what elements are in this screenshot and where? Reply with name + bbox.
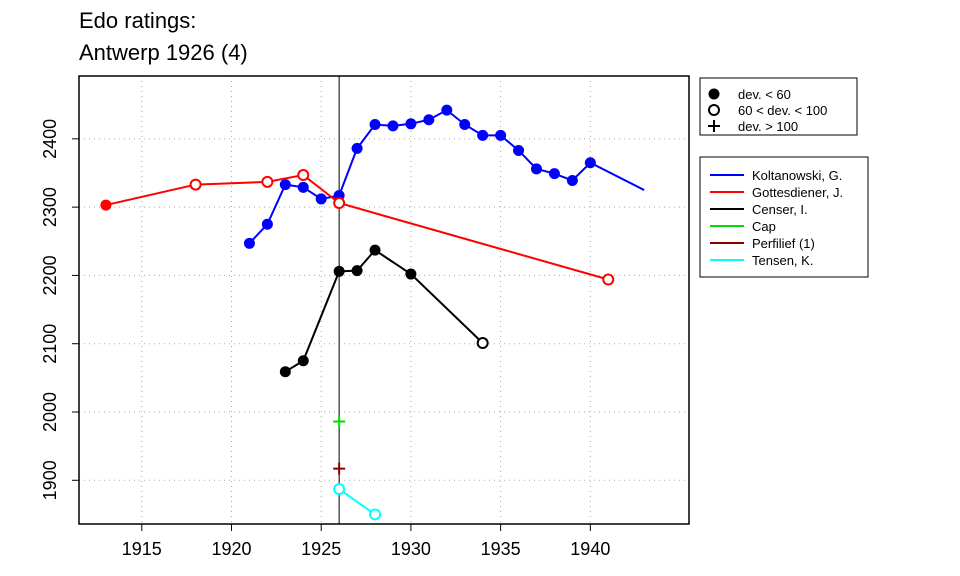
series-point-gottesdiener-j [100, 199, 112, 211]
player-legend [699, 156, 869, 278]
series-point-koltanowski-g [387, 120, 399, 132]
series-point-cap [333, 415, 346, 428]
chart-title-line-1: Edo ratings: [79, 8, 197, 33]
series-point-tensen-k [333, 483, 346, 496]
series-point-gottesdiener-j [297, 169, 310, 182]
series-point-censer-i [405, 268, 417, 280]
series-point-censer-i [279, 366, 291, 378]
series-point-koltanowski-g [495, 129, 507, 141]
series-point-koltanowski-g [405, 118, 417, 130]
x-tick-label: 1925 [301, 539, 341, 559]
deviation-legend-label: dev. < 60 [738, 87, 791, 102]
deviation-legend-label: 60 < dev. < 100 [738, 103, 827, 118]
series-point-gottesdiener-j [261, 175, 274, 188]
player-legend-label: Perfilief (1) [752, 236, 815, 251]
x-tick-label: 1920 [211, 539, 251, 559]
series-point-koltanowski-g [243, 237, 255, 249]
y-tick-label: 2000 [40, 392, 60, 432]
series-line-censer-i [284, 248, 484, 373]
y-tick-label: 2400 [40, 119, 60, 159]
chart-title-line-2: Antwerp 1926 (4) [79, 40, 248, 65]
x-tick-label: 1940 [570, 539, 610, 559]
y-tick-label: 2100 [40, 324, 60, 364]
series-point-censer-i [351, 265, 363, 277]
x-tick-label: 1935 [481, 539, 521, 559]
series-point-koltanowski-g [351, 142, 363, 154]
series-point-koltanowski-g [315, 193, 327, 205]
series-point-censer-i [369, 244, 381, 256]
player-legend-label: Cap [752, 219, 776, 234]
series-point-gottesdiener-j [602, 273, 615, 286]
series-point-gottesdiener-j [189, 178, 202, 191]
series-point-koltanowski-g [513, 144, 525, 156]
series-point-koltanowski-g [477, 129, 489, 141]
series-point-koltanowski-g [261, 218, 273, 230]
series-point-perfilief-1 [333, 462, 346, 475]
series-point-censer-i [476, 337, 489, 350]
series-point-koltanowski-g [459, 118, 471, 130]
series-point-koltanowski-g [369, 118, 381, 130]
series-point-gottesdiener-j [333, 197, 346, 210]
plot-frame [78, 75, 690, 525]
series-point-tensen-k [369, 508, 382, 521]
y-tick-label: 2200 [40, 255, 60, 295]
series-point-censer-i [297, 355, 309, 367]
deviation-legend-marker-plus [708, 120, 720, 132]
y-tick-label: 1900 [40, 460, 60, 500]
y-tick-label: 2300 [40, 187, 60, 227]
series-point-koltanowski-g [584, 157, 596, 169]
series-point-koltanowski-g [548, 168, 560, 180]
series-point-koltanowski-g [531, 163, 542, 175]
deviation-legend [699, 77, 858, 136]
series-point-censer-i [333, 265, 345, 277]
x-tick-label: 1915 [122, 539, 162, 559]
player-legend-label: Koltanowski, G. [752, 168, 842, 183]
deviation-legend-marker-filled [708, 88, 720, 100]
series-point-koltanowski-g [441, 104, 453, 116]
series-point-koltanowski-g [297, 181, 309, 193]
player-legend-label: Tensen, K. [752, 253, 813, 268]
deviation-legend-marker-open [708, 104, 720, 116]
series-line-tensen-k [338, 488, 376, 516]
player-legend-label: Gottesdiener, J. [752, 185, 843, 200]
player-legend-label: Censer, I. [752, 202, 808, 217]
deviation-legend-label: dev. > 100 [738, 119, 798, 134]
series-point-koltanowski-g [423, 114, 435, 126]
series-line-gottesdiener-j [105, 173, 609, 281]
series-point-koltanowski-g [279, 179, 291, 191]
x-tick-label: 1930 [391, 539, 431, 559]
series-point-koltanowski-g [566, 174, 578, 186]
